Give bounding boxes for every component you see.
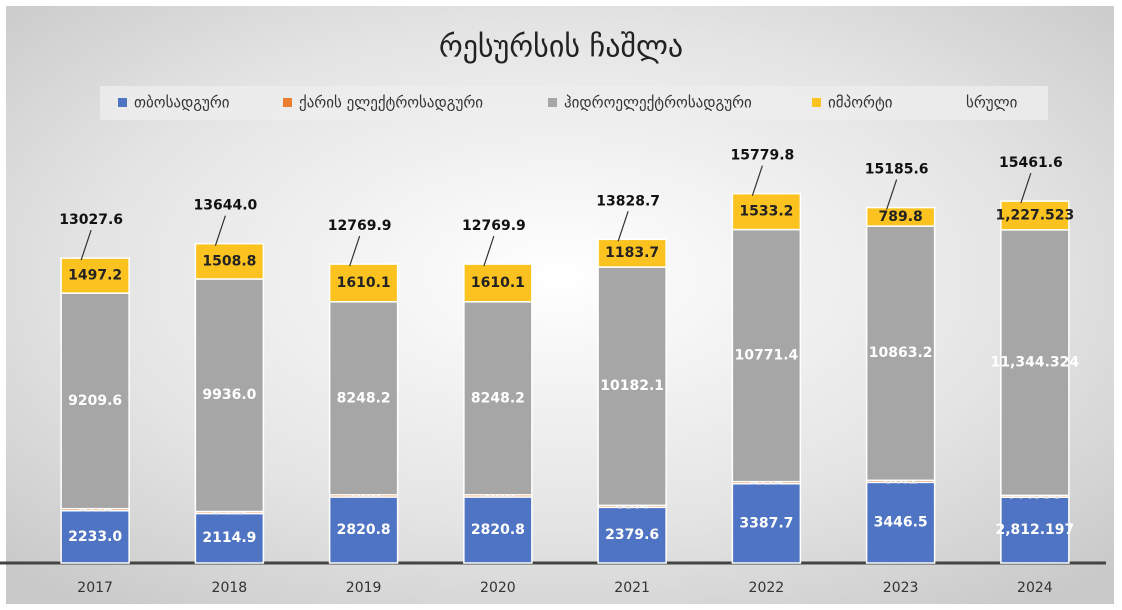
bar-segment bbox=[1000, 200, 1070, 231]
callout-line bbox=[617, 211, 629, 242]
bar-segment bbox=[463, 301, 533, 496]
callout-line bbox=[80, 229, 92, 261]
callout-line bbox=[483, 235, 495, 267]
bar-segment bbox=[731, 482, 802, 564]
bar-segment bbox=[60, 509, 130, 564]
data-label: 8248.2 bbox=[471, 390, 525, 406]
data-label: 789.8 bbox=[878, 209, 922, 225]
x-tick-label: 2017 bbox=[77, 580, 113, 596]
data-label: 3446.5 bbox=[874, 515, 928, 531]
x-tick-label: 2024 bbox=[1017, 580, 1053, 596]
total-label: 12769.9 bbox=[328, 218, 392, 234]
bar-segment bbox=[731, 192, 802, 231]
total-label: 15779.8 bbox=[730, 148, 794, 164]
data-label: 1183.7 bbox=[605, 245, 659, 261]
callout-line bbox=[751, 165, 763, 196]
legend-label: იმპორტი bbox=[828, 94, 893, 112]
bar-segment bbox=[731, 228, 802, 483]
total-label: 15185.6 bbox=[865, 162, 929, 178]
data-label: 1610.1 bbox=[337, 275, 391, 291]
bar-segment bbox=[328, 301, 399, 496]
data-label: 2820.8 bbox=[471, 522, 525, 538]
data-label: 1497.2 bbox=[68, 268, 122, 284]
bar-segment bbox=[865, 225, 936, 482]
data-label: 9209.6 bbox=[68, 393, 122, 409]
total-label: 12769.9 bbox=[462, 218, 526, 234]
bar-segment bbox=[597, 238, 667, 268]
legend-label: ჰიდროელექტროსადგური bbox=[564, 94, 752, 112]
bar-segment bbox=[597, 506, 667, 564]
legend-box bbox=[100, 86, 1048, 120]
bar-segment bbox=[463, 496, 533, 564]
chart-title: რესურსის ჩაშლა bbox=[439, 30, 683, 65]
bar-segment bbox=[865, 206, 936, 227]
legend-swatch bbox=[118, 98, 127, 107]
legend-swatch bbox=[283, 98, 292, 107]
total-label: 13027.6 bbox=[59, 212, 123, 228]
callout-line bbox=[1020, 172, 1032, 204]
callout-line bbox=[886, 179, 898, 210]
bar-segment bbox=[597, 266, 667, 507]
bar-segment bbox=[328, 496, 399, 564]
bar-segment bbox=[1000, 229, 1070, 497]
data-label: 2,812.197 bbox=[995, 522, 1074, 538]
data-label: 3387.7 bbox=[739, 515, 793, 531]
data-label: 2233.0 bbox=[68, 529, 122, 545]
legend: თბოსადგური ქარის ელექტროსადგური ჰიდროელექტ… bbox=[118, 94, 1018, 112]
x-tick-label: 2019 bbox=[346, 580, 382, 596]
data-label: 2820.8 bbox=[337, 522, 391, 538]
data-label: 1610.1 bbox=[471, 275, 525, 291]
data-label: 1,227.523 bbox=[995, 207, 1074, 223]
data-label: 10863.2 bbox=[869, 345, 933, 361]
data-label: 1533.2 bbox=[739, 204, 793, 220]
bar-segment bbox=[60, 292, 130, 510]
data-label: 10771.4 bbox=[734, 348, 798, 364]
x-tick-label: 2018 bbox=[212, 580, 248, 596]
data-label: 10182.1 bbox=[600, 378, 664, 394]
total-label: 13644.0 bbox=[193, 198, 257, 214]
bar-segment bbox=[194, 278, 265, 513]
data-label: 11,344.324 bbox=[991, 355, 1080, 371]
total-label: 13828.7 bbox=[596, 193, 660, 209]
callout-line bbox=[214, 215, 226, 246]
x-tick-label: 2020 bbox=[480, 580, 516, 596]
x-tick-label: 2023 bbox=[883, 580, 919, 596]
callout-line bbox=[349, 235, 361, 267]
bar-segment bbox=[194, 242, 265, 280]
bar-segment bbox=[865, 481, 936, 564]
total-label: 15461.6 bbox=[999, 155, 1063, 171]
data-label: 8248.2 bbox=[337, 390, 391, 406]
legend-label: თბოსადგური bbox=[134, 94, 230, 112]
data-label: 2114.9 bbox=[202, 530, 256, 546]
bar-segment bbox=[60, 257, 130, 294]
bar-segment bbox=[463, 263, 533, 303]
legend-swatch bbox=[812, 98, 821, 107]
x-tick-label: 2021 bbox=[614, 580, 650, 596]
bar-segment bbox=[328, 263, 399, 303]
x-tick-label: 2022 bbox=[749, 580, 785, 596]
legend-label: ქარის ელექტროსადგური bbox=[299, 94, 483, 112]
legend-swatch bbox=[548, 98, 557, 107]
data-label: 2379.6 bbox=[605, 527, 659, 543]
data-label: 1508.8 bbox=[202, 253, 256, 269]
data-label: 9936.0 bbox=[202, 387, 256, 403]
legend-label: სრული bbox=[966, 94, 1018, 112]
